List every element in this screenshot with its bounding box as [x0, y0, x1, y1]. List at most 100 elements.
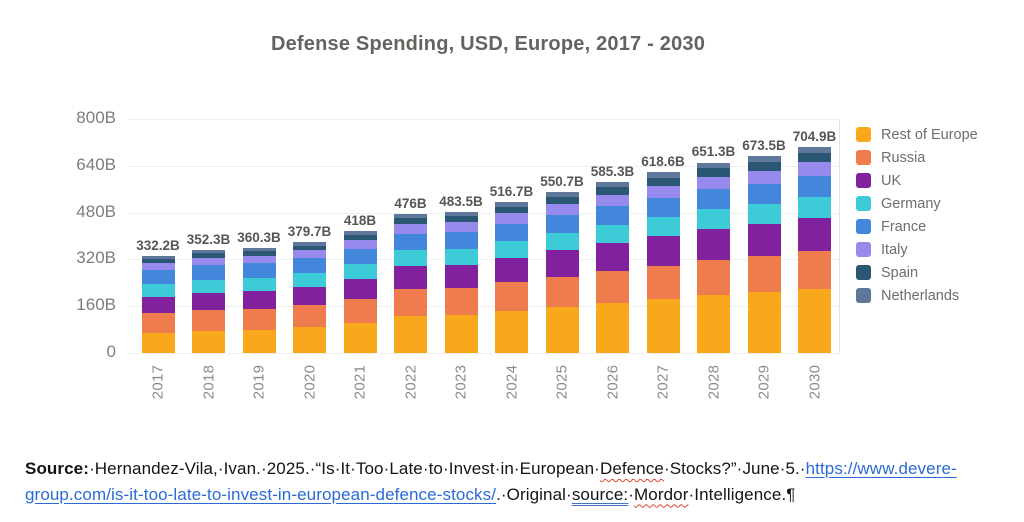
x-axis-tick-label: 2017	[149, 364, 167, 400]
bar-segment-rest-of-europe	[192, 330, 225, 353]
bar-total-label: 332.2B	[136, 237, 180, 253]
bar-segment-germany	[495, 240, 528, 258]
bar-total-label: 483.5B	[439, 193, 483, 209]
bar-total-label: 379.7B	[287, 223, 332, 239]
bar-segment-italy	[798, 162, 831, 176]
bar-segment-netherlands	[293, 242, 326, 246]
bar-segment-netherlands	[747, 156, 781, 162]
source-text-spell: Mordor	[634, 484, 689, 504]
plot-area: 332.2B 2017 352.3B 2018 360.3B 2019 379.7B 2020…	[128, 119, 840, 399]
x-axis-tick-label: 2023	[452, 364, 470, 400]
bar-segment-russia	[798, 251, 831, 289]
legend-item-germany: Germany	[856, 192, 978, 215]
bar-segment-italy	[596, 194, 629, 207]
bar-segment-france	[242, 263, 276, 278]
bar-2024	[495, 201, 528, 353]
bar-segment-rest-of-europe	[293, 327, 326, 353]
bar-segment-rest-of-europe	[394, 315, 427, 353]
bar-segment-france	[192, 265, 225, 280]
source-link[interactable]: https://www.devere-group.com/is-it-too-l…	[25, 459, 957, 504]
bar-segment-uk	[596, 243, 629, 272]
bar-segment-netherlands	[545, 191, 579, 197]
bar-segment-russia	[697, 260, 730, 296]
y-axis-tick-label: 480B	[76, 201, 116, 221]
bar-segment-uk	[646, 236, 680, 266]
gridline	[128, 165, 840, 167]
source-text-spell: Defence	[599, 459, 664, 478]
bar-segment-uk	[293, 286, 326, 306]
bar-segment-france	[697, 189, 730, 210]
bar-segment-france	[747, 183, 781, 204]
source-text-plain: ·	[628, 484, 635, 504]
gridline	[128, 119, 840, 120]
bar-segment-spain	[596, 187, 629, 195]
bar-segment-russia	[545, 276, 579, 308]
chart-title: Defense Spending, USD, Europe, 2017 - 20…	[270, 33, 706, 55]
source-paragraph: Source:·Hernandez-Vila,·Ivan.·2025.·“Is·…	[25, 456, 1003, 507]
bar-segment-russia	[343, 298, 377, 323]
bar-segment-rest-of-europe	[141, 333, 175, 353]
bar-2017	[141, 255, 175, 353]
source-text-plain: ·Stocks?”·June·5.·	[663, 459, 806, 478]
y-axis-tick-label: 800B	[76, 108, 116, 127]
source-text-grammar: source:	[571, 484, 629, 504]
bar-segment-italy	[242, 255, 276, 264]
bar-segment-netherlands	[697, 162, 730, 169]
bar-segment-italy	[646, 185, 680, 198]
legend-item-spain: Spain	[856, 261, 978, 284]
bar-segment-netherlands	[596, 181, 629, 188]
bar-segment-uk	[192, 292, 225, 310]
bar-segment-russia	[646, 265, 680, 299]
bar-segment-uk	[444, 264, 478, 289]
x-axis-tick-label: 2030	[806, 364, 823, 400]
bar-segment-rest-of-europe	[444, 315, 478, 353]
legend-label: UK	[881, 172, 902, 189]
legend-item-uk: UK	[856, 169, 978, 192]
bar-segment-spain	[394, 218, 427, 225]
x-axis-tick-label: 2025	[553, 364, 571, 400]
bar-segment-netherlands	[444, 211, 478, 217]
bar-segment-france	[394, 233, 427, 251]
bar-segment-italy	[697, 176, 730, 190]
bar-segment-france	[646, 197, 680, 217]
bar-segment-rest-of-europe	[596, 302, 629, 353]
bar-total-label: 352.3B	[186, 232, 231, 247]
bar-total-label: 651.3B	[691, 144, 736, 160]
bar-segment-germany	[343, 264, 377, 279]
bar-segment-italy	[141, 263, 175, 271]
bar-segment-italy	[192, 257, 225, 266]
legend-label: Netherlands	[881, 287, 960, 304]
bar-2020	[293, 242, 326, 353]
legend-label: Italy	[881, 241, 908, 258]
source-text-plain: .·Original·	[496, 484, 572, 504]
bar-segment-russia	[596, 271, 629, 303]
bar-segment-spain	[495, 206, 528, 214]
bar-2022	[394, 213, 427, 353]
bar-segment-uk	[343, 278, 377, 299]
bar-segment-netherlands	[495, 201, 528, 207]
legend-item-france: France	[856, 215, 978, 238]
x-axis-tick-label: 2028	[705, 364, 722, 400]
bar-segment-france	[596, 206, 629, 225]
bar-total-label: 673.5B	[742, 137, 786, 153]
bar-total-label: 418B	[343, 212, 377, 228]
bar-total-label: 550.7B	[540, 173, 584, 189]
y-axis-tick-label: 320B	[76, 248, 116, 268]
chart-legend: Rest of Europe Russia UK Germany France Italy…	[856, 123, 978, 307]
bar-2025	[545, 191, 579, 353]
bar-segment-germany	[293, 273, 326, 287]
legend-item-netherlands: Netherlands	[856, 284, 978, 307]
bar-2026	[596, 181, 629, 353]
legend-label: Russia	[881, 149, 926, 166]
bar-segment-italy	[495, 213, 528, 224]
legend-swatch-icon	[856, 150, 871, 165]
y-axis-tick-label: 640B	[76, 154, 116, 174]
bar-segment-rest-of-europe	[646, 298, 680, 353]
source-text-plain: ·Intelligence.	[688, 484, 787, 504]
bar-segment-rest-of-europe	[343, 322, 377, 353]
bar-segment-france	[495, 223, 528, 241]
bar-segment-russia	[444, 288, 478, 316]
legend-swatch-icon	[856, 219, 871, 234]
bar-segment-uk	[242, 291, 276, 309]
